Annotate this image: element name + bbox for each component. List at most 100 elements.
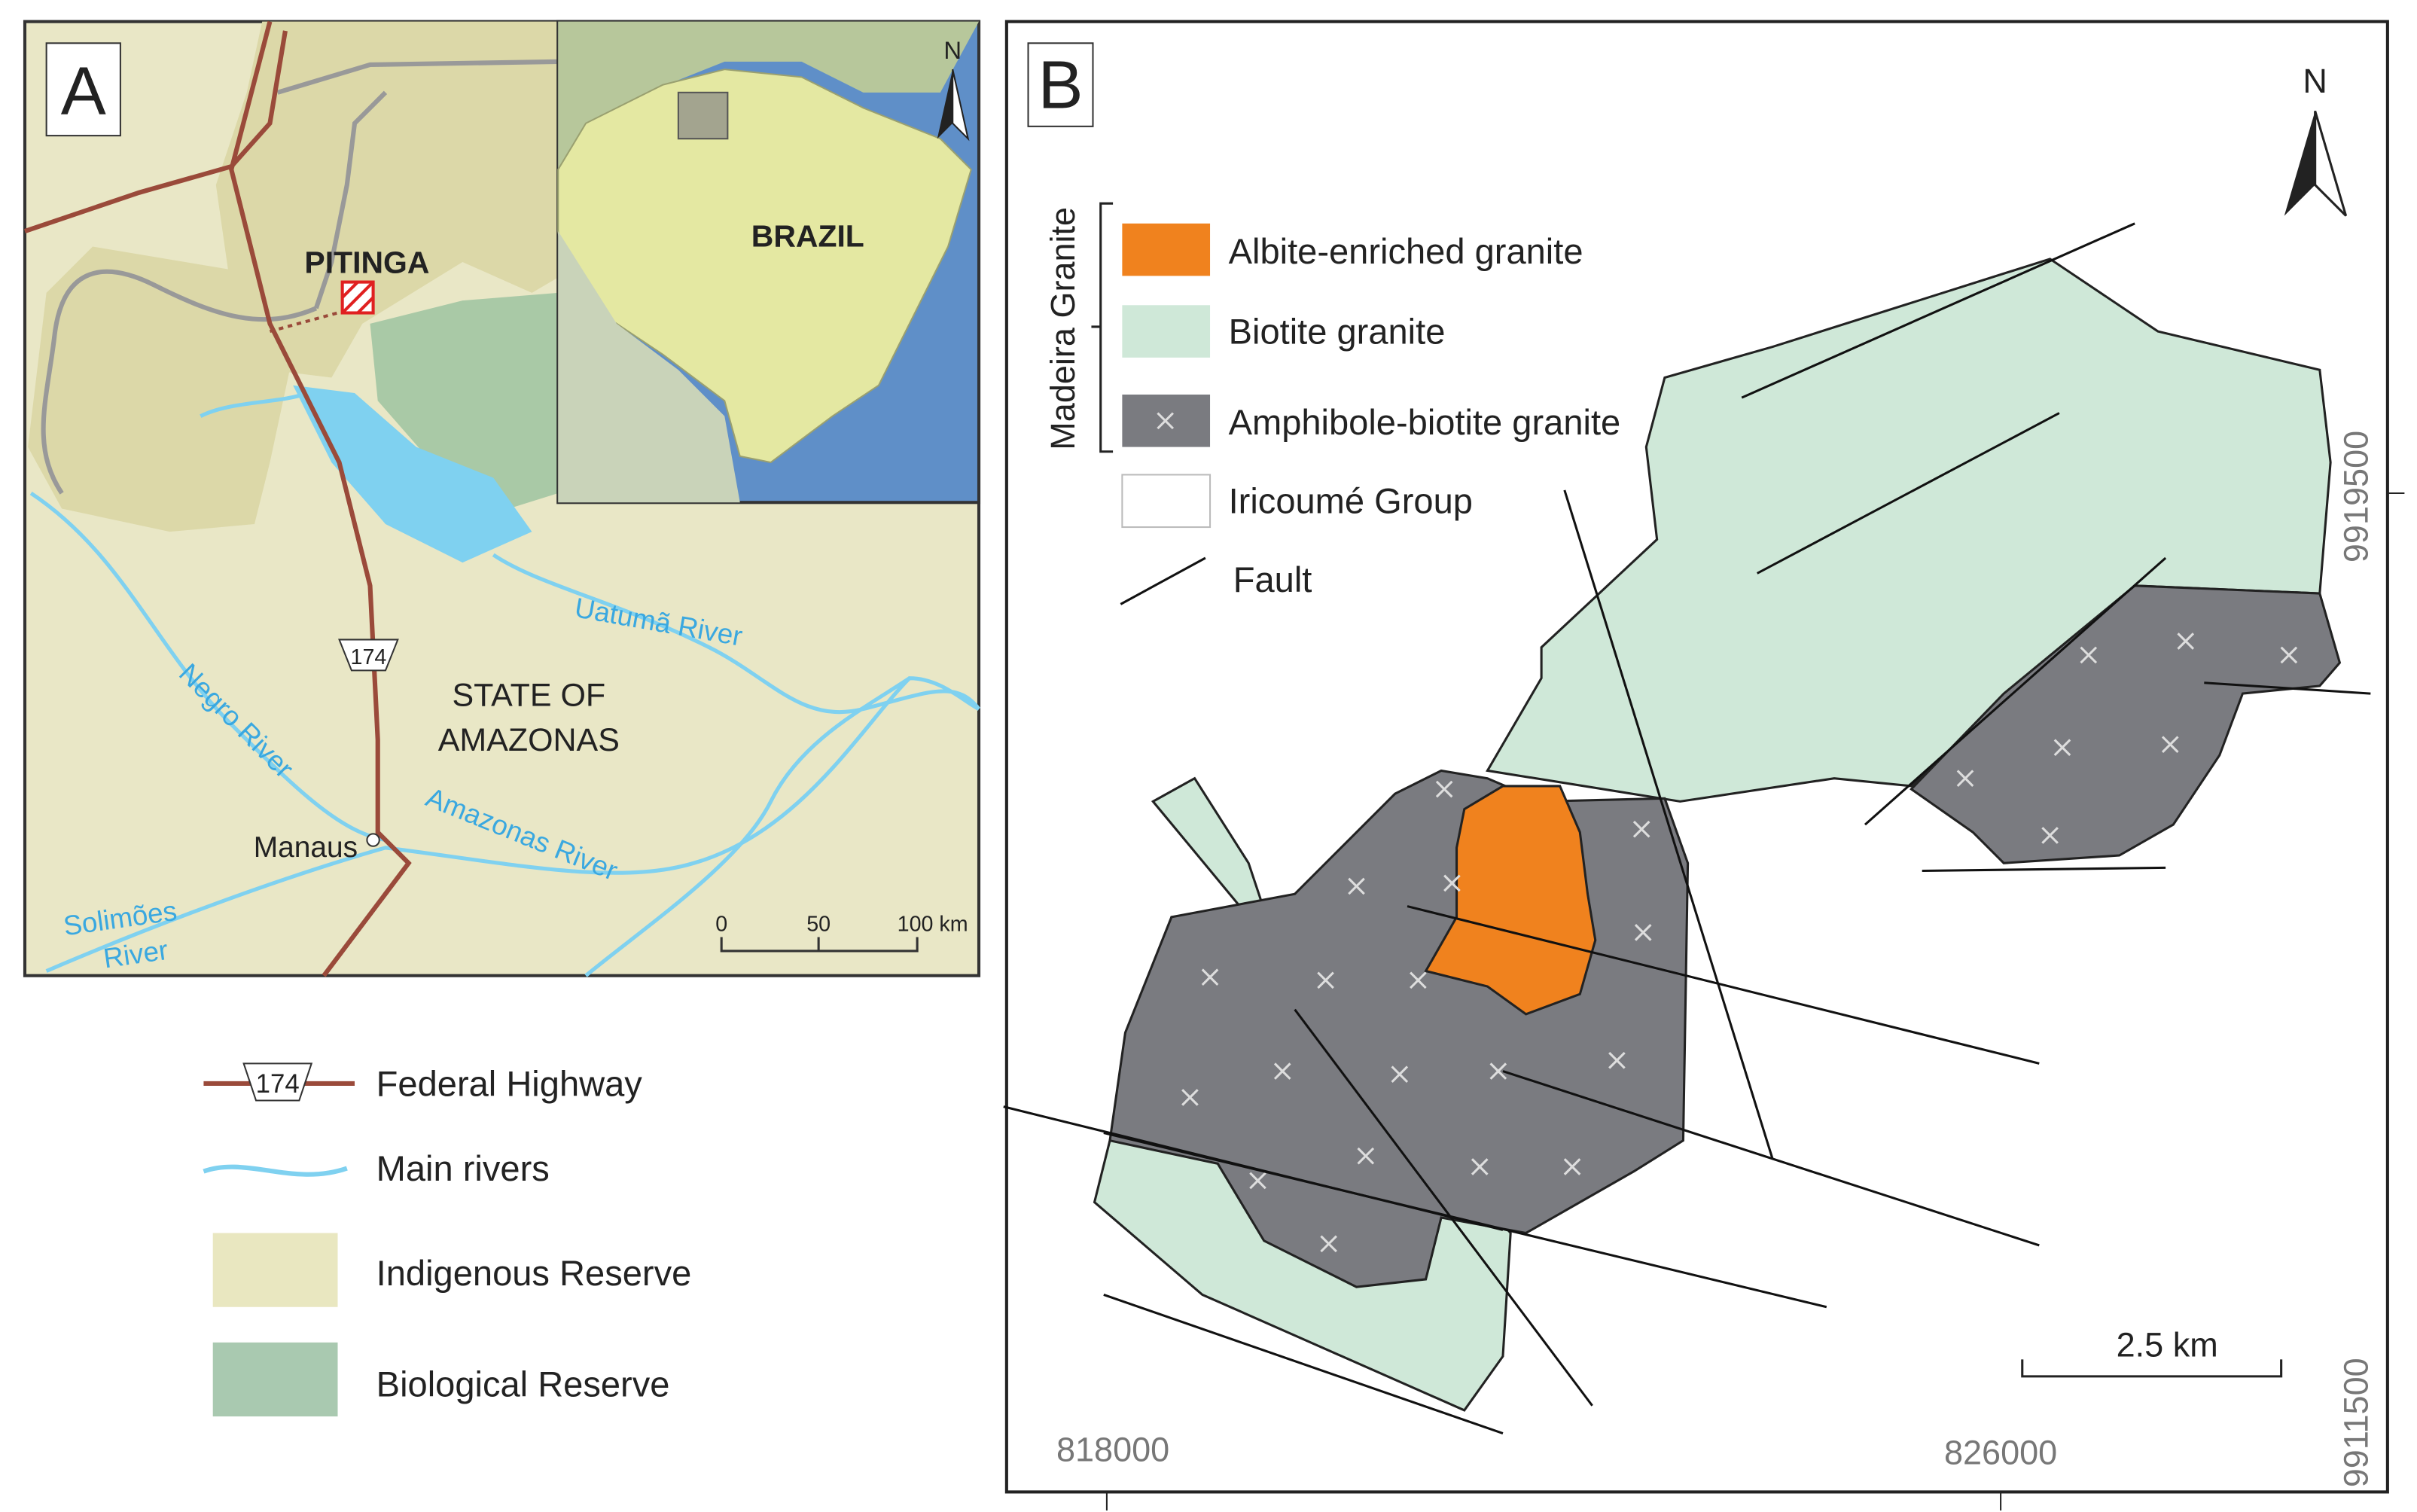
faults bbox=[1003, 222, 2371, 1435]
legend-swatch bbox=[1122, 223, 1211, 276]
north-arrow bbox=[937, 69, 953, 139]
fault bbox=[1103, 1293, 1504, 1435]
legend-label: Federal Highway bbox=[376, 1063, 643, 1103]
x-symbol bbox=[1632, 820, 1650, 838]
biological-reserve bbox=[370, 292, 559, 509]
y-coordinate: 9911500 bbox=[2336, 1358, 2375, 1487]
site-label: PITINGA bbox=[304, 245, 429, 279]
x-symbol bbox=[1435, 780, 1453, 798]
scale-label: 50 bbox=[806, 912, 831, 936]
fault bbox=[1294, 1008, 1593, 1407]
indigenous-reserve bbox=[215, 21, 559, 378]
x-symbol bbox=[2053, 739, 2071, 757]
panel-label-box bbox=[1027, 42, 1094, 127]
legend-x bbox=[1157, 412, 1175, 430]
boundary bbox=[41, 269, 318, 495]
x-symbol bbox=[1471, 1158, 1489, 1175]
fault bbox=[1864, 556, 2167, 826]
highway-number: 174 bbox=[351, 645, 387, 669]
panel-label: A bbox=[61, 53, 106, 129]
fault bbox=[1922, 866, 2166, 873]
river bbox=[29, 491, 386, 843]
x-symbol bbox=[2080, 646, 2098, 664]
amphibole-biotite-granite bbox=[1910, 584, 2342, 864]
x-symbol bbox=[1634, 924, 1652, 941]
legend-a: 174 Federal Highway Main rivers Indigeno… bbox=[203, 1062, 692, 1417]
x-symbol bbox=[2177, 633, 2195, 650]
lake bbox=[293, 385, 532, 563]
fault bbox=[1407, 905, 2040, 1065]
boundary bbox=[313, 90, 388, 309]
panel-b: B N Madeira Granite Albite-enriched gran… bbox=[1003, 20, 2405, 1510]
x-symbol bbox=[1357, 1147, 1375, 1165]
fault bbox=[1103, 1131, 1827, 1309]
scale-label: 100 km bbox=[898, 912, 968, 936]
x-coordinate: 818000 bbox=[1056, 1430, 1169, 1468]
rivers bbox=[29, 391, 981, 977]
brazil bbox=[557, 69, 972, 464]
legend-label: Albite-enriched granite bbox=[1229, 231, 1583, 271]
panel-label: B bbox=[1038, 47, 1083, 123]
legend-swatch bbox=[212, 1342, 338, 1417]
x-symbol bbox=[1181, 1089, 1199, 1106]
inset-land bbox=[558, 21, 980, 170]
group-bracket bbox=[1091, 202, 1114, 453]
x-symbol bbox=[1391, 1065, 1409, 1084]
x-symbol bbox=[1608, 1051, 1626, 1069]
state-label: STATE OF bbox=[452, 677, 605, 713]
legend-label: Iricoumé Group bbox=[1229, 481, 1473, 521]
legend-fault bbox=[1120, 556, 1206, 605]
state-label: AMAZONAS bbox=[438, 722, 620, 758]
river bbox=[492, 553, 981, 715]
x-symbol bbox=[1249, 1172, 1266, 1190]
scale-bar bbox=[2021, 1359, 2283, 1378]
legend-swatch bbox=[1121, 474, 1212, 529]
albite-enriched-granite bbox=[1424, 785, 1597, 1016]
legend-highway-number: 174 bbox=[256, 1070, 300, 1099]
legend-river bbox=[203, 1164, 348, 1177]
river bbox=[200, 391, 309, 418]
fault bbox=[1741, 222, 2135, 399]
x-symbol bbox=[1201, 968, 1219, 986]
boundary bbox=[276, 59, 559, 95]
legend-shield bbox=[242, 1062, 313, 1102]
inset-land bbox=[558, 231, 740, 503]
boundaries bbox=[41, 59, 559, 495]
inset-label: BRAZIL bbox=[751, 219, 864, 254]
legend-label: Biotite granite bbox=[1229, 311, 1446, 351]
x-symbol bbox=[1489, 1062, 1507, 1080]
highway bbox=[229, 20, 412, 977]
x-symbol bbox=[1320, 1235, 1337, 1253]
fault bbox=[1756, 412, 2060, 575]
legend-label: Indigenous Reserve bbox=[376, 1253, 692, 1293]
city-label: Manaus bbox=[254, 831, 358, 864]
x-symbol bbox=[2161, 736, 2179, 753]
legend-swatch bbox=[212, 1233, 338, 1307]
legend-swatch bbox=[1122, 305, 1211, 358]
x-symbol bbox=[1443, 874, 1461, 892]
fault bbox=[1563, 489, 1774, 1160]
legend-label: Fault bbox=[1233, 559, 1312, 599]
north-label: N bbox=[2303, 62, 2327, 100]
x-symbol bbox=[1410, 971, 1427, 989]
y-coordinate: 9919500 bbox=[2336, 431, 2375, 562]
x-symbol bbox=[1956, 770, 1974, 787]
biotite-granite bbox=[1486, 258, 2332, 803]
panel-a: N BRAZIL A PITINGA 174 STATE OF AMAZONAS… bbox=[23, 20, 981, 977]
x-symbol bbox=[1273, 1062, 1291, 1080]
fault bbox=[2204, 681, 2371, 695]
indigenous-reserve bbox=[28, 246, 294, 532]
scale-label: 2.5 km bbox=[2117, 1325, 2218, 1364]
group-label: Madeira Granite bbox=[1044, 207, 1082, 450]
study-area-box bbox=[677, 91, 729, 140]
scale-label: 0 bbox=[715, 912, 727, 936]
x-symbol bbox=[2041, 827, 2059, 844]
x-symbols bbox=[1181, 633, 2298, 1253]
legend-label: Main rivers bbox=[376, 1148, 550, 1188]
site-hatch bbox=[341, 281, 375, 314]
river bbox=[584, 676, 911, 977]
fault bbox=[1502, 1070, 2040, 1247]
x-coordinate: 826000 bbox=[1944, 1434, 2057, 1472]
